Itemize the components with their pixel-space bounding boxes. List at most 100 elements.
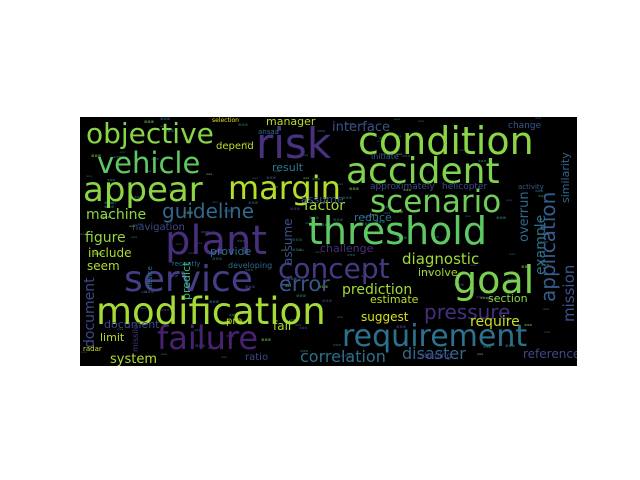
filler-mark: ▪▪▪	[377, 139, 384, 143]
filler-mark: ▪▪▪	[396, 324, 407, 330]
filler-mark: ▪▪▪	[382, 204, 393, 210]
filler-mark: ▪▪▪	[131, 235, 138, 239]
word-failure: failure	[157, 319, 259, 357]
word-goal: goal	[453, 258, 535, 302]
filler-mark: ▪▪▪	[535, 117, 542, 120]
filler-mark: ▪▪▪	[507, 277, 518, 283]
filler-mark: ▪▪▪	[459, 148, 466, 152]
filler-mark: ▪▪▪	[119, 150, 126, 154]
filler-mark: ▪▪▪	[383, 151, 392, 156]
filler-mark: ▪▪▪	[476, 294, 485, 299]
filler-mark: ▪▪▪	[321, 222, 332, 228]
filler-mark: ▪▪▪	[397, 235, 408, 241]
filler-mark: ▪▪▪	[431, 234, 440, 239]
filler-mark: ▪▪▪	[483, 344, 492, 349]
filler-mark: ▪▪▪	[540, 239, 549, 244]
filler-mark: ▪▪▪	[89, 190, 96, 194]
word-manager: manager	[266, 117, 316, 128]
word-accident: accident	[346, 151, 500, 192]
filler-mark: ▪▪▪	[477, 352, 484, 356]
word-require: reference	[523, 347, 577, 361]
filler-mark: ▪▪▪	[305, 221, 312, 225]
filler-mark: ▪▪▪	[104, 204, 115, 210]
word-disaster: correlation	[300, 347, 386, 366]
filler-mark: ▪▪▪	[506, 198, 513, 202]
word-provide: provide	[210, 245, 252, 258]
filler-mark: ▪▪▪	[333, 342, 342, 347]
filler-mark: ▪▪▪	[188, 251, 195, 255]
filler-mark: ▪▪▪	[168, 273, 179, 279]
word-result: result	[272, 161, 304, 174]
word-prediction: prediction	[342, 282, 413, 298]
word-navigation: navigation	[132, 222, 185, 233]
word-section: require	[470, 314, 520, 330]
word-estimate: section	[488, 292, 528, 305]
word-interface: interface	[332, 120, 390, 135]
filler-mark: ▪▪▪	[379, 136, 386, 140]
filler-mark: ▪▪▪	[243, 141, 250, 145]
filler-mark: ▪▪▪	[262, 137, 269, 141]
filler-mark: ▪▪▪	[270, 184, 279, 189]
filler-mark: ▪▪▪	[238, 122, 249, 128]
filler-mark: ▪▪▪	[505, 343, 516, 349]
filler-mark: ▪▪▪	[161, 307, 170, 312]
filler-mark: ▪▪▪	[361, 221, 372, 227]
filler-mark: ▪▪▪	[372, 208, 379, 212]
filler-mark: ▪▪▪	[424, 269, 433, 274]
filler-mark: ▪▪▪	[418, 119, 425, 123]
filler-mark: ▪▪▪	[302, 153, 309, 157]
word-approximately: approximately	[370, 182, 435, 192]
word-plant: plant	[165, 218, 268, 264]
word-diagnostic: diagnostic	[402, 250, 480, 268]
filler-mark: ▪▪▪	[384, 211, 391, 215]
word-reference: disaster	[402, 344, 466, 363]
filler-mark: ▪▪▪	[137, 222, 144, 226]
filler-mark: ▪▪▪	[509, 252, 516, 256]
filler-mark: ▪▪▪	[538, 193, 547, 198]
filler-mark: ▪▪▪	[160, 124, 167, 128]
filler-mark: ▪▪▪	[342, 195, 353, 201]
filler-mark: ▪▪▪	[100, 304, 107, 308]
filler-mark: ▪▪▪	[144, 119, 155, 125]
word-condition: condition	[358, 119, 534, 163]
filler-mark: ▪▪▪	[209, 299, 220, 305]
filler-mark: ▪▪▪	[487, 296, 498, 302]
filler-mark: ▪▪▪	[337, 315, 344, 319]
filler-mark: ▪▪▪	[470, 263, 477, 267]
filler-mark: ▪▪▪	[361, 274, 368, 278]
filler-mark: ▪▪▪	[176, 242, 183, 246]
filler-mark: ▪▪▪	[104, 200, 115, 206]
filler-mark: ▪▪▪	[318, 284, 329, 290]
filler-mark: ▪▪▪	[206, 172, 213, 176]
filler-mark: ▪▪▪	[107, 177, 116, 182]
filler-mark: ▪▪▪	[224, 208, 235, 214]
filler-mark: ▪▪▪	[295, 323, 302, 327]
word-developing: developing	[228, 261, 273, 270]
word-fail: fail	[273, 319, 292, 333]
word-suggest: estimate	[370, 293, 419, 306]
filler-mark: ▪▪▪	[375, 219, 386, 225]
word-radar: radar	[83, 345, 102, 353]
filler-mark: ▪▪▪	[290, 317, 299, 322]
filler-mark: ▪▪▪	[541, 262, 550, 267]
filler-mark: ▪▪▪	[296, 293, 307, 299]
filler-mark: ▪▪▪	[333, 217, 344, 223]
filler-mark: ▪▪▪	[129, 224, 136, 228]
word-predict: predict	[180, 261, 193, 300]
filler-mark: ▪▪▪	[248, 200, 259, 206]
word-system: limit	[100, 331, 125, 344]
filler-mark: ▪▪▪	[110, 201, 117, 205]
filler-mark: ▪▪▪	[212, 256, 223, 262]
filler-mark: ▪▪▪	[169, 188, 178, 193]
filler-mark: ▪▪▪	[362, 214, 373, 220]
filler-mark: ▪▪▪	[290, 206, 301, 212]
filler-mark: ▪▪▪	[535, 188, 544, 193]
filler-mark: ▪▪▪	[524, 322, 533, 327]
filler-mark: ▪▪▪	[396, 152, 403, 156]
filler-mark: ▪▪▪	[465, 214, 472, 218]
filler-mark: ▪▪▪	[365, 150, 376, 156]
word-modification: modification	[96, 290, 326, 333]
filler-mark: ▪▪▪	[315, 250, 322, 254]
word-concept: concept	[278, 252, 390, 285]
word-assume-vertical: assume	[281, 218, 295, 265]
